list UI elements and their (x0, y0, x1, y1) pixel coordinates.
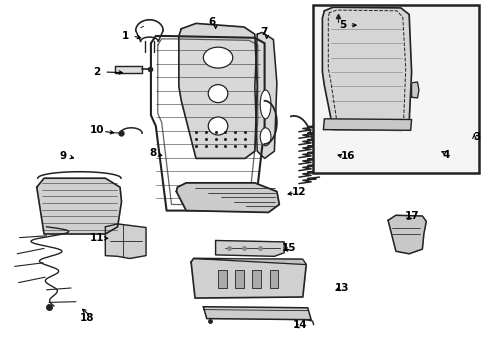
Bar (218, 270, 227, 288)
Text: 10: 10 (90, 125, 104, 135)
Polygon shape (203, 307, 311, 320)
Text: 2: 2 (94, 67, 100, 77)
Polygon shape (194, 258, 306, 265)
Polygon shape (255, 32, 277, 158)
Polygon shape (388, 215, 426, 254)
Ellipse shape (260, 90, 271, 119)
Text: 9: 9 (59, 150, 66, 161)
Text: 14: 14 (293, 320, 307, 330)
Bar (270, 270, 278, 288)
Text: 6: 6 (208, 17, 215, 27)
Polygon shape (176, 183, 279, 212)
Polygon shape (323, 119, 412, 130)
Polygon shape (322, 7, 412, 130)
Text: 11: 11 (90, 233, 104, 243)
Text: 15: 15 (282, 243, 296, 253)
Text: 1: 1 (122, 31, 129, 41)
Text: 4: 4 (442, 150, 450, 160)
Ellipse shape (203, 47, 233, 68)
Polygon shape (179, 23, 257, 158)
Text: 8: 8 (149, 148, 156, 158)
Polygon shape (191, 258, 306, 298)
Bar (313, 5, 479, 173)
Bar (252, 270, 261, 288)
Ellipse shape (260, 128, 271, 146)
Text: 3: 3 (473, 132, 480, 142)
Text: 7: 7 (260, 27, 268, 37)
Text: 5: 5 (340, 20, 346, 30)
Polygon shape (37, 178, 122, 234)
Ellipse shape (208, 117, 228, 135)
Text: 16: 16 (341, 150, 355, 161)
Ellipse shape (208, 85, 228, 103)
Bar (235, 270, 244, 288)
Text: 18: 18 (80, 312, 95, 323)
Polygon shape (115, 66, 142, 73)
Text: 17: 17 (405, 211, 420, 221)
Polygon shape (216, 240, 284, 256)
Polygon shape (105, 224, 146, 258)
Text: 12: 12 (292, 186, 306, 197)
Text: 13: 13 (335, 283, 349, 293)
Polygon shape (412, 82, 419, 98)
